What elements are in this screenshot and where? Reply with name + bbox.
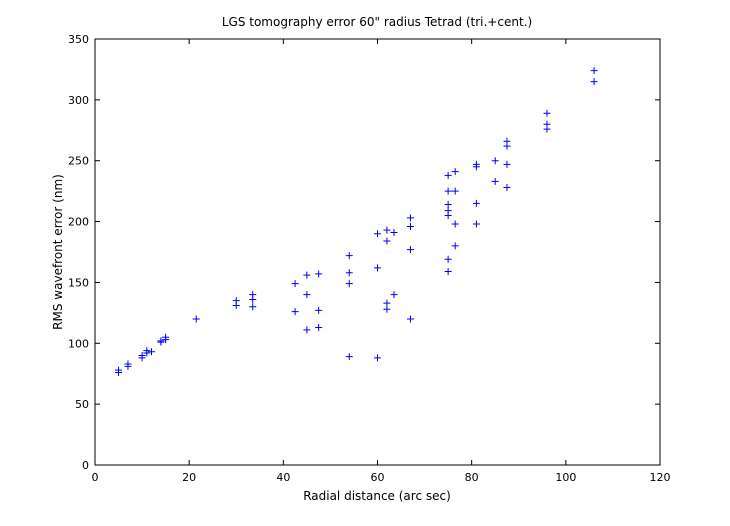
- data-point: [491, 157, 499, 165]
- data-point: [291, 280, 299, 288]
- y-axis-label: RMS wavefront error (nm): [51, 174, 65, 330]
- data-point: [444, 171, 452, 179]
- data-point: [503, 160, 511, 168]
- data-point: [162, 333, 170, 341]
- data-point: [451, 220, 459, 228]
- data-point: [444, 201, 452, 209]
- data-point: [148, 348, 155, 356]
- data-point: [543, 120, 551, 128]
- data-point: [315, 323, 323, 331]
- data-point: [451, 168, 459, 176]
- data-point: [406, 315, 414, 323]
- data-point: [115, 366, 123, 374]
- data-point: [157, 337, 165, 345]
- y-tick-label: 50: [75, 398, 89, 411]
- data-point: [444, 267, 452, 275]
- chart-title: LGS tomography error 60" radius Tetrad (…: [222, 15, 532, 29]
- data-point: [406, 246, 414, 254]
- data-point: [543, 109, 551, 117]
- data-point: [345, 269, 353, 277]
- data-point: [374, 354, 381, 362]
- x-axis-ticks: 0 20 40 60 80 100 120: [92, 39, 671, 484]
- x-tick-label: 20: [182, 471, 196, 484]
- data-point: [444, 255, 452, 263]
- data-point: [374, 230, 381, 238]
- plot-area: [94, 38, 661, 466]
- data-point: [138, 351, 146, 359]
- data-point: [345, 252, 353, 260]
- y-tick-label: 100: [68, 337, 89, 350]
- data-points: [115, 67, 598, 376]
- x-tick-label: 0: [92, 471, 99, 484]
- data-point: [383, 237, 391, 245]
- x-tick-label: 120: [650, 471, 671, 484]
- data-point: [143, 347, 151, 355]
- data-point: [249, 303, 257, 311]
- data-point: [232, 297, 240, 305]
- data-point: [406, 222, 414, 230]
- y-tick-label: 150: [68, 276, 89, 289]
- data-point: [390, 229, 398, 237]
- x-tick-label: 80: [465, 471, 479, 484]
- y-tick-label: 250: [68, 155, 89, 168]
- data-point: [303, 326, 311, 334]
- data-point: [406, 214, 414, 222]
- data-point: [303, 271, 311, 279]
- data-point: [491, 177, 499, 185]
- data-point: [472, 160, 480, 168]
- data-point: [590, 78, 598, 86]
- data-point: [472, 220, 480, 228]
- data-point: [444, 187, 452, 195]
- data-point: [249, 291, 257, 299]
- data-point: [383, 226, 391, 234]
- data-point: [451, 242, 459, 250]
- x-axis-label: Radial distance (arc sec): [303, 489, 451, 503]
- data-point: [124, 360, 132, 368]
- data-point: [345, 353, 353, 361]
- y-tick-label: 0: [82, 459, 89, 472]
- y-axis-ticks: 0 50 100 150 200 250 300 350: [68, 33, 660, 472]
- data-point: [303, 291, 311, 299]
- data-point: [590, 67, 598, 75]
- data-point: [444, 207, 452, 215]
- y-tick-label: 350: [68, 33, 89, 46]
- y-tick-label: 300: [68, 94, 89, 107]
- y-tick-label: 200: [68, 216, 89, 229]
- data-point: [503, 137, 511, 145]
- data-point: [383, 305, 391, 313]
- x-tick-label: 60: [371, 471, 385, 484]
- data-point: [345, 280, 353, 288]
- data-point: [390, 291, 398, 299]
- data-point: [192, 315, 200, 323]
- x-tick-label: 100: [555, 471, 576, 484]
- data-point: [374, 264, 381, 272]
- data-point: [472, 199, 480, 207]
- data-point: [315, 270, 323, 278]
- data-point: [291, 308, 299, 316]
- x-tick-label: 40: [276, 471, 290, 484]
- data-point: [383, 299, 391, 307]
- data-point: [451, 187, 459, 195]
- data-point: [503, 183, 511, 191]
- data-point: [315, 306, 323, 314]
